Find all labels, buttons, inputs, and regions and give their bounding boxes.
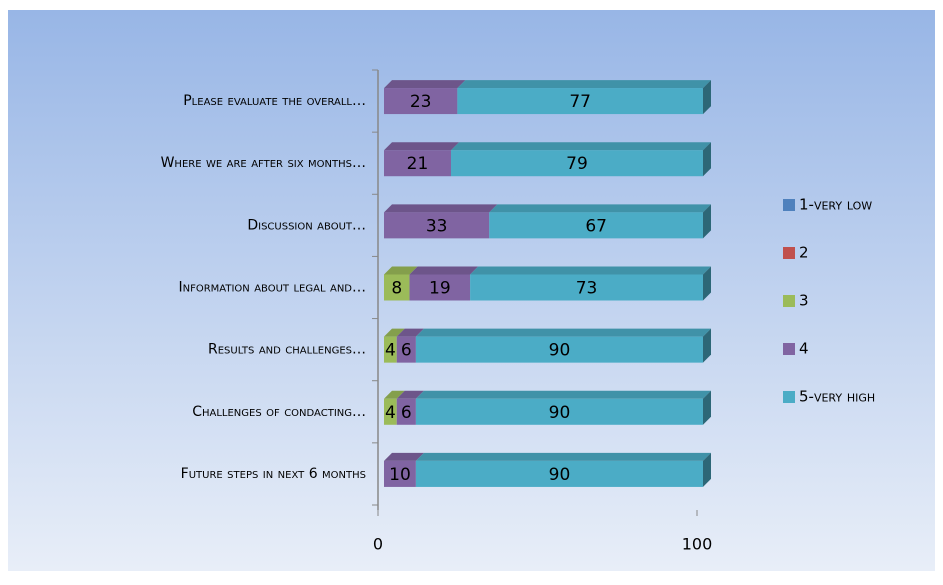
data-label: 23 [410, 92, 432, 112]
bar-top [384, 390, 405, 399]
legend-swatch [783, 391, 795, 403]
bar-side [703, 328, 711, 363]
data-label: 6 [401, 341, 412, 361]
bar [384, 150, 451, 177]
data-label: 73 [576, 279, 598, 299]
bar-side [703, 390, 711, 425]
bar [415, 398, 703, 425]
y-tick-label: Please evaluate the overall… [183, 93, 366, 109]
bar-top [384, 80, 466, 89]
bar [384, 274, 410, 301]
bar [384, 460, 416, 487]
bar [384, 336, 397, 363]
bar-top [415, 328, 711, 337]
bar-top [396, 390, 424, 399]
data-label: 10 [389, 465, 411, 485]
bar [384, 398, 397, 425]
data-label: 77 [569, 92, 591, 112]
bar-top [396, 328, 424, 337]
bar-top [489, 204, 711, 213]
bar-side [703, 80, 711, 115]
bar-top [415, 452, 711, 461]
bar-top [450, 142, 711, 151]
y-tick-label: Results and challenges… [208, 342, 366, 358]
bar-top [384, 328, 405, 337]
data-label: 21 [407, 154, 429, 174]
data-label: 33 [426, 216, 448, 236]
bar-side [703, 266, 711, 301]
bar [384, 212, 490, 239]
legend-swatch [783, 247, 795, 259]
bar-top [415, 390, 711, 399]
data-label: 90 [549, 465, 571, 485]
bar [415, 336, 703, 363]
x-tick-label: 100 [682, 535, 713, 554]
legend-swatch [783, 295, 795, 307]
legend-label: 3 [799, 292, 809, 310]
y-tick-label: Information about legal and… [178, 280, 366, 296]
data-label: 79 [566, 154, 588, 174]
data-label: 8 [391, 279, 402, 299]
legend-label: 5-very high [799, 388, 875, 406]
y-tick-label: Where we are after six months… [161, 155, 366, 171]
bar [415, 460, 703, 487]
bar [470, 274, 703, 301]
bar-top [384, 452, 424, 461]
legend-swatch [783, 343, 795, 355]
bar-top [470, 266, 711, 275]
data-label: 6 [401, 403, 412, 423]
bar [489, 212, 703, 239]
data-label: 4 [385, 403, 396, 423]
data-label: 4 [385, 341, 396, 361]
bar [450, 150, 703, 177]
legend-swatch [783, 199, 795, 211]
legend-label: 1-very low [799, 196, 872, 214]
bar-top [409, 266, 479, 275]
bar-top [384, 266, 418, 275]
x-tick-label: 0 [373, 535, 383, 554]
legend-label: 2 [799, 244, 809, 262]
bar-top [384, 204, 498, 213]
bar [384, 88, 458, 115]
bar [457, 88, 703, 115]
bar [396, 336, 416, 363]
legend-label: 4 [799, 340, 809, 358]
bar-side [703, 204, 711, 239]
data-label: 19 [429, 279, 451, 299]
bar-side [703, 452, 711, 487]
bar-top [384, 142, 459, 151]
y-tick-label: Future steps in next 6 months [181, 466, 366, 482]
data-label: 90 [549, 341, 571, 361]
data-label: 90 [549, 403, 571, 423]
bar-top [457, 80, 711, 89]
y-tick-label: Discussion about… [247, 217, 366, 233]
bar [409, 274, 471, 301]
bar-side [703, 142, 711, 177]
data-label: 67 [585, 216, 607, 236]
bar [396, 398, 416, 425]
y-tick-label: Challenges of condacting… [192, 404, 366, 420]
